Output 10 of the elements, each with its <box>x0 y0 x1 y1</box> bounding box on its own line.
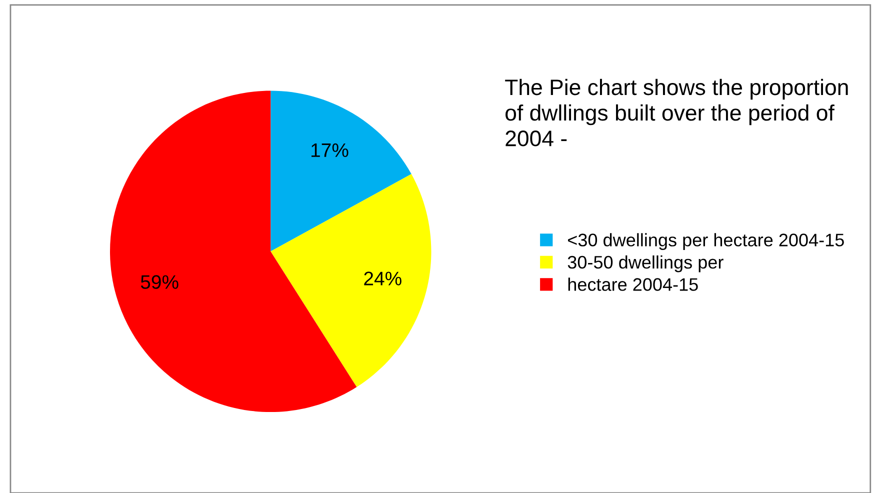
pie-slice <box>270 90 412 252</box>
chart-title: The Pie chart shows the proportion of dwllings built over the period of 2004 - <box>505 78 848 146</box>
legend-label: 30-50 dwellings per <box>568 255 724 272</box>
data-label: 59% <box>140 275 178 289</box>
pie-slice <box>270 174 432 388</box>
data-label: 24% <box>364 272 402 286</box>
legend-label: <30 dwellings per hectare 2004-15 <box>568 233 844 250</box>
data-label: 17% <box>312 143 348 158</box>
legend-label: hectare 2004-15 <box>568 278 698 291</box>
pie-slice <box>110 90 357 412</box>
